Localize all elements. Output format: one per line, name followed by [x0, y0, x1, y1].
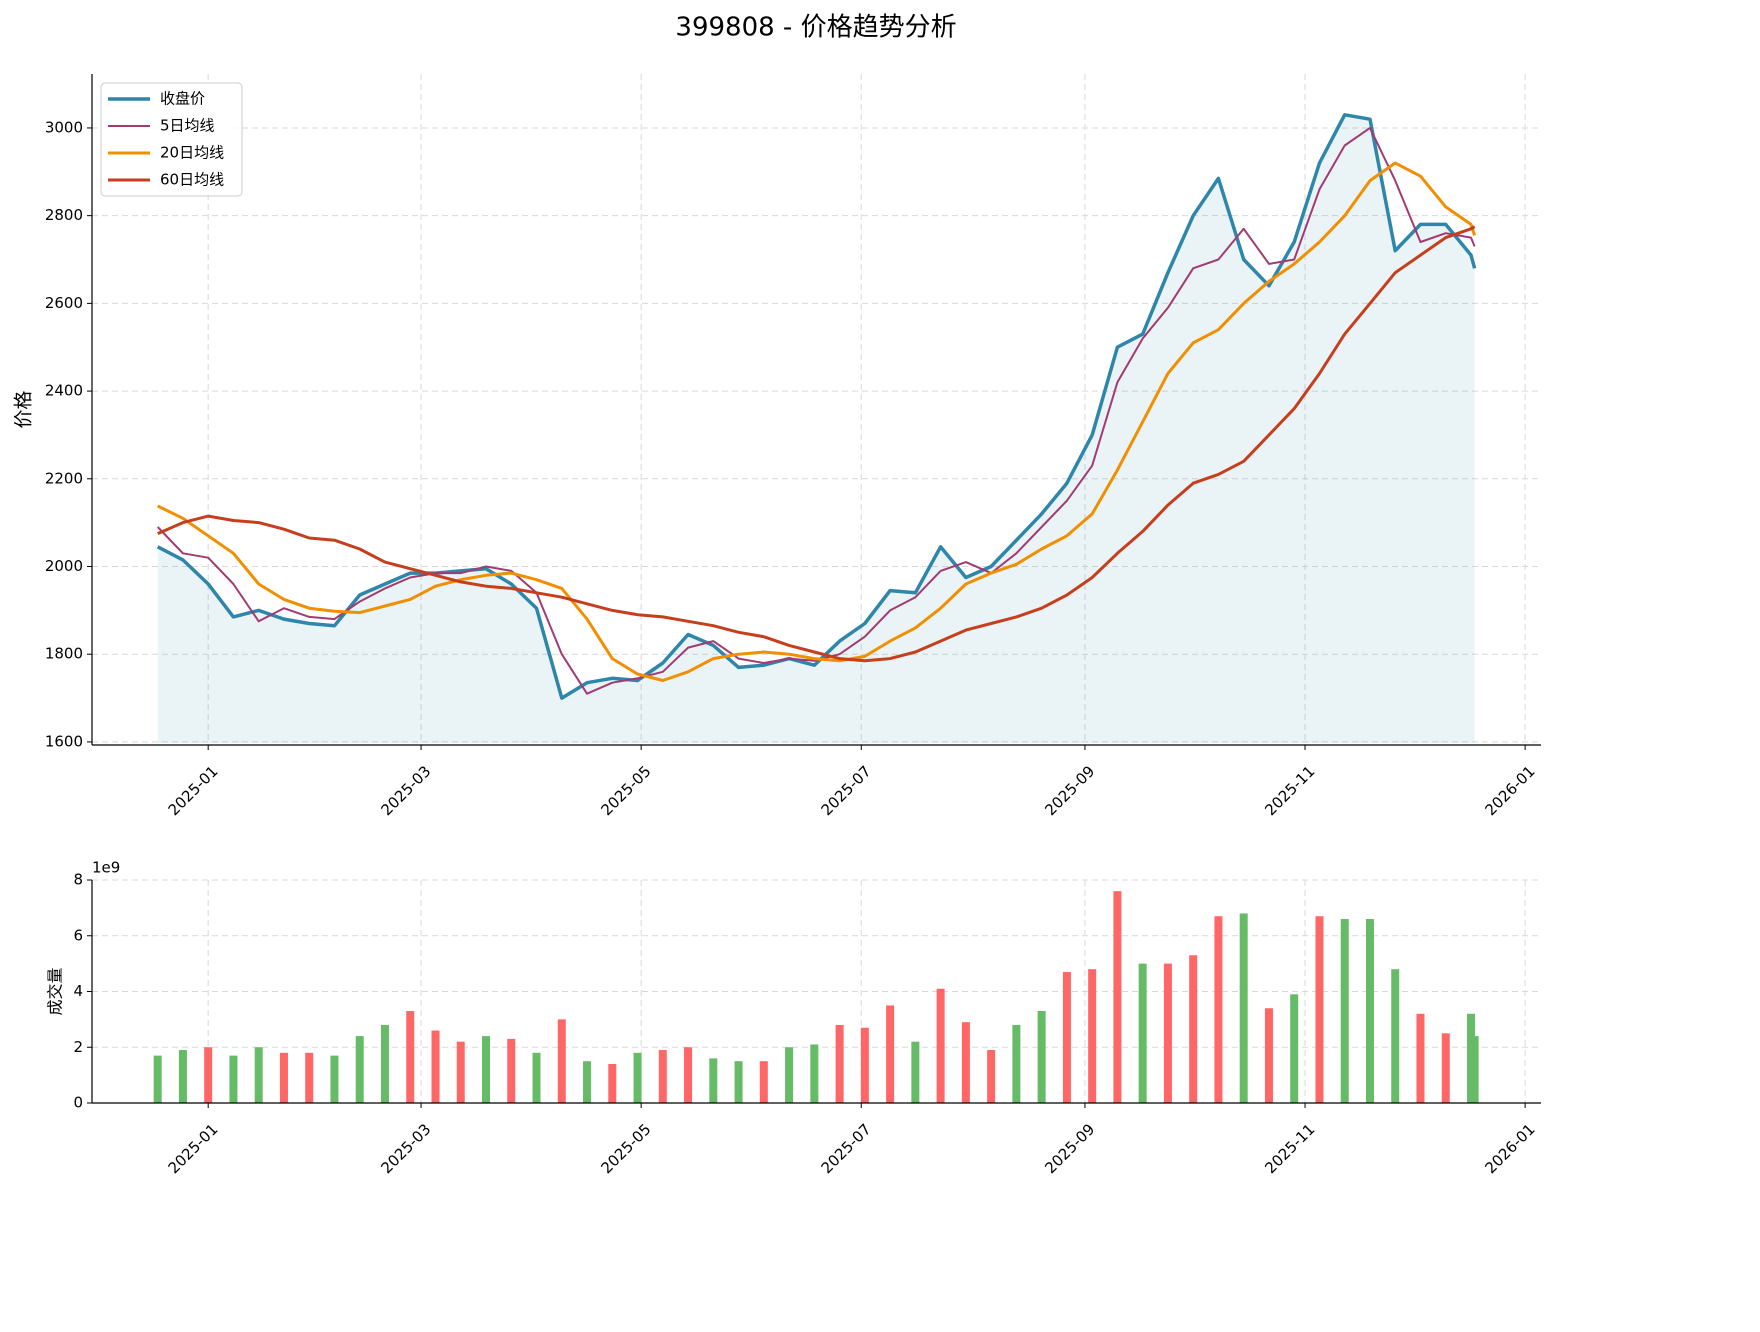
volume-bar — [178, 1050, 187, 1103]
volume-bar — [810, 1044, 819, 1103]
x-tick-label: 2025-01 — [165, 1120, 222, 1177]
x-tick-label: 2025-05 — [598, 762, 655, 819]
volume-bar — [330, 1055, 339, 1103]
y-tick-label: 4 — [73, 982, 83, 1000]
y-tick-label: 3000 — [45, 118, 83, 136]
y-axis-label: 成交量 — [46, 967, 65, 1015]
y-tick-label: 0 — [73, 1094, 83, 1112]
series-line — [157, 225, 1476, 663]
volume-bar — [557, 1019, 566, 1103]
volume-bar — [1416, 1013, 1425, 1103]
x-tick-label: 2025-03 — [377, 762, 434, 819]
volume-bar — [835, 1024, 844, 1103]
volume-bar — [1012, 1024, 1021, 1103]
volume-bar — [1264, 1008, 1273, 1103]
volume-bar — [305, 1052, 314, 1103]
volume-bar — [911, 1041, 920, 1103]
y-tick-label: 2200 — [45, 469, 83, 487]
volume-bar — [1163, 963, 1172, 1103]
volume-bar — [1113, 891, 1122, 1103]
y-tick-label: 2800 — [45, 206, 83, 224]
volume-bar — [532, 1052, 541, 1103]
y-axis-label: 价格 — [13, 390, 35, 428]
legend-label: 5日均线 — [160, 117, 215, 135]
volume-bar — [1365, 919, 1374, 1103]
volume-bar — [936, 988, 945, 1103]
legend-label: 20日均线 — [160, 144, 224, 162]
chart: 399808 - 价格趋势分析 2025-01 2025-03 2025-05 202… — [13, 13, 1541, 1177]
x-tick-label: 2026-01 — [1481, 1120, 1538, 1177]
volume-bar — [658, 1050, 667, 1103]
volume-bar — [380, 1024, 389, 1103]
legend-box — [100, 82, 243, 197]
volume-bar — [759, 1061, 768, 1103]
x-tick-label: 2025-09 — [1041, 1120, 1098, 1177]
y-tick-label: 8 — [73, 871, 83, 889]
volume-bar — [1391, 969, 1400, 1103]
volume-bar — [1189, 955, 1198, 1103]
price-area — [157, 114, 1475, 744]
legend-label: 60日均线 — [160, 171, 224, 189]
y-tick-label: 6 — [73, 926, 83, 944]
volume-bar — [1138, 963, 1147, 1103]
volume-bar — [608, 1063, 617, 1103]
volume-bar — [1214, 916, 1223, 1103]
volume-bar — [1470, 1036, 1479, 1103]
volume-bar — [254, 1047, 263, 1103]
legend-label: 收盘价 — [160, 90, 205, 108]
legend: 收盘价 5日均线 20日均线 60日均线 — [100, 82, 243, 197]
volume-bar — [153, 1055, 162, 1103]
volume-bar — [785, 1047, 794, 1103]
volume-bar — [961, 1022, 970, 1103]
volume-bar — [1239, 913, 1248, 1103]
series-line — [157, 161, 1477, 682]
volume-bar — [860, 1027, 869, 1103]
x-tick-label: 2026-01 — [1481, 762, 1538, 819]
volume-bar — [204, 1047, 213, 1103]
volume-bar — [456, 1041, 465, 1103]
x-tick-label: 2025-07 — [818, 762, 875, 819]
volume-bar — [1315, 916, 1324, 1103]
series-line — [156, 126, 1476, 695]
offset-text: 1e9 — [92, 859, 120, 877]
y-tick-label: 2600 — [45, 294, 83, 312]
y-tick-label: 2400 — [45, 382, 83, 400]
x-tick-label: 2025-09 — [1041, 762, 1098, 819]
x-tick-label: 2025-11 — [1261, 762, 1318, 819]
volume-bar — [987, 1050, 996, 1103]
volume-bar — [431, 1030, 440, 1103]
volume-bar — [1340, 919, 1349, 1103]
y-tick-label: 2 — [73, 1038, 83, 1056]
volume-bar — [1037, 1011, 1046, 1103]
volume-bar — [1062, 971, 1071, 1103]
x-tick-label: 2025-01 — [165, 762, 222, 819]
x-tick-label: 2025-03 — [377, 1120, 434, 1177]
x-tick-label: 2025-11 — [1261, 1120, 1318, 1177]
volume-bar — [709, 1058, 718, 1103]
volume-bar — [633, 1052, 642, 1103]
volume-bar — [1441, 1033, 1450, 1103]
volume-bar — [1088, 969, 1097, 1103]
y-tick-label: 1800 — [45, 645, 83, 663]
volume-bar — [279, 1052, 288, 1103]
volume-bar — [684, 1047, 693, 1103]
x-tick-label: 2025-07 — [818, 1120, 875, 1177]
volume-bar — [229, 1055, 238, 1103]
volume-bar — [583, 1061, 592, 1103]
chart-title: 399808 - 价格趋势分析 — [675, 13, 956, 43]
volume-bar — [734, 1061, 743, 1103]
volume-bar — [482, 1036, 491, 1103]
volume-bar — [406, 1011, 415, 1103]
volume-bar — [886, 1005, 895, 1103]
volume-bar — [355, 1036, 364, 1103]
volume-bar — [507, 1038, 516, 1103]
y-tick-label: 1600 — [45, 732, 83, 750]
x-tick-label: 2025-05 — [598, 1120, 655, 1177]
volume-bar — [1290, 994, 1299, 1103]
y-tick-label: 2000 — [45, 557, 83, 575]
